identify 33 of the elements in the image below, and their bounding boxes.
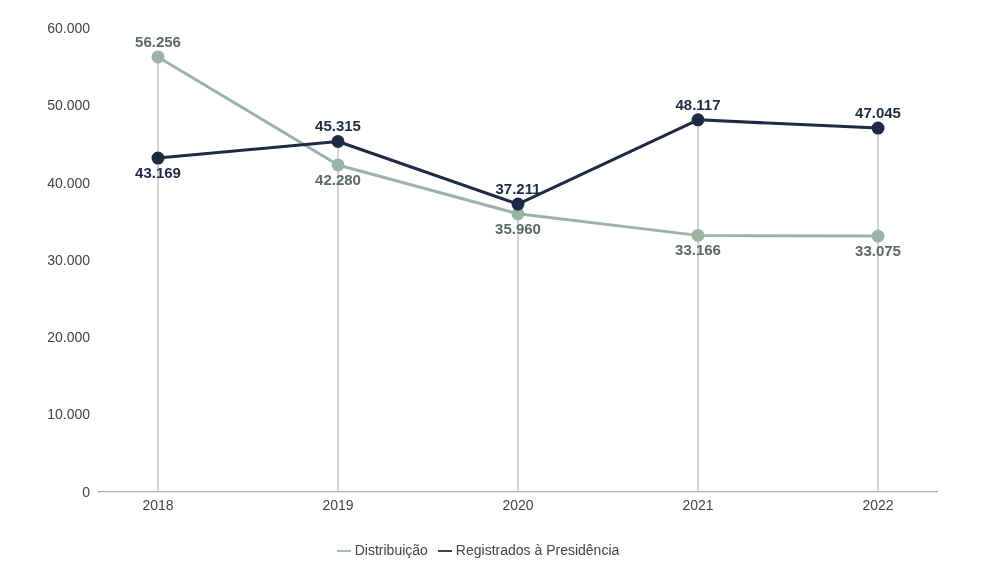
point [691, 113, 705, 127]
x-tick-label: 2020 [502, 496, 534, 513]
point [871, 229, 885, 243]
y-tick-label: 10.000 [47, 406, 91, 423]
data-label: 35.960 [495, 219, 541, 237]
x-tick-label: 2021 [682, 496, 714, 513]
y-tick-label: 30.000 [47, 251, 91, 268]
data-label: 33.075 [855, 242, 901, 260]
point [511, 197, 525, 211]
legend-label: Distribuição [354, 541, 428, 558]
data-label: 43.169 [135, 164, 181, 182]
data-label: 47.045 [855, 104, 901, 122]
data-label: 48.117 [675, 95, 721, 113]
x-tick-label: 2018 [142, 496, 174, 513]
data-label: 37.211 [495, 180, 541, 198]
legend-label: Registrados à Presidência [455, 541, 620, 558]
x-tick-label: 2022 [862, 496, 894, 513]
data-label: 42.280 [315, 170, 361, 188]
point [691, 228, 705, 242]
y-tick-label: 40.000 [47, 174, 91, 191]
data-label: 33.166 [675, 241, 721, 259]
y-tick-label: 60.000 [47, 19, 91, 36]
point [151, 50, 165, 64]
point [331, 158, 345, 172]
point [151, 151, 165, 165]
x-tick-label: 2019 [322, 496, 354, 513]
data-label: 56.256 [135, 32, 181, 50]
point [871, 121, 885, 135]
point [331, 134, 345, 148]
y-tick-label: 0 [82, 483, 91, 500]
y-tick-label: 50.000 [47, 97, 91, 114]
y-tick-label: 20.000 [47, 329, 91, 346]
data-label: 45.315 [315, 117, 361, 135]
